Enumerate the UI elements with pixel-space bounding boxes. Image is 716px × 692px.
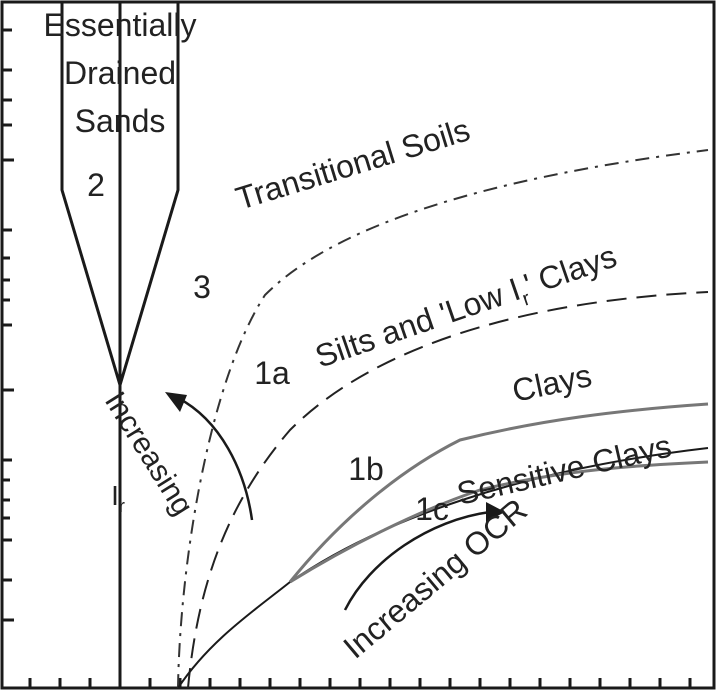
bottom-axis-ticks	[28, 678, 692, 688]
transitional-boundary-line	[177, 149, 709, 689]
sensitive-band-lower	[289, 460, 709, 584]
sands-zone-boundary	[60, 2, 180, 391]
zone-2-title-line-1: Essentially	[44, 7, 197, 43]
left-axis-ticks	[2, 28, 14, 622]
zone-2-number: 2	[87, 167, 105, 203]
silts-clays-boundary-line	[187, 291, 709, 689]
increasing-ir-arrowhead	[165, 392, 187, 412]
zone-3-number: 3	[193, 269, 211, 305]
ocr-arrow-line	[343, 510, 491, 611]
ir-symbol: Ir	[111, 480, 125, 516]
zone-1c-title: Sensitive Clays	[453, 428, 674, 512]
ocr-arrowhead	[486, 502, 505, 522]
zone-1c-number: 1c	[415, 491, 449, 527]
increasing-ir-arrow	[177, 396, 254, 521]
clays-title: Clays	[509, 357, 595, 409]
zone-1b-number: 1b	[348, 451, 384, 487]
zone-1a-number: 1a	[254, 355, 290, 391]
zone-2-title-line-2: Drained	[64, 55, 176, 91]
sensitive-band-upper	[288, 402, 709, 583]
zone-2-title-line-3: Sands	[75, 103, 166, 139]
zone-3-title: Transitional Soils	[232, 111, 474, 216]
